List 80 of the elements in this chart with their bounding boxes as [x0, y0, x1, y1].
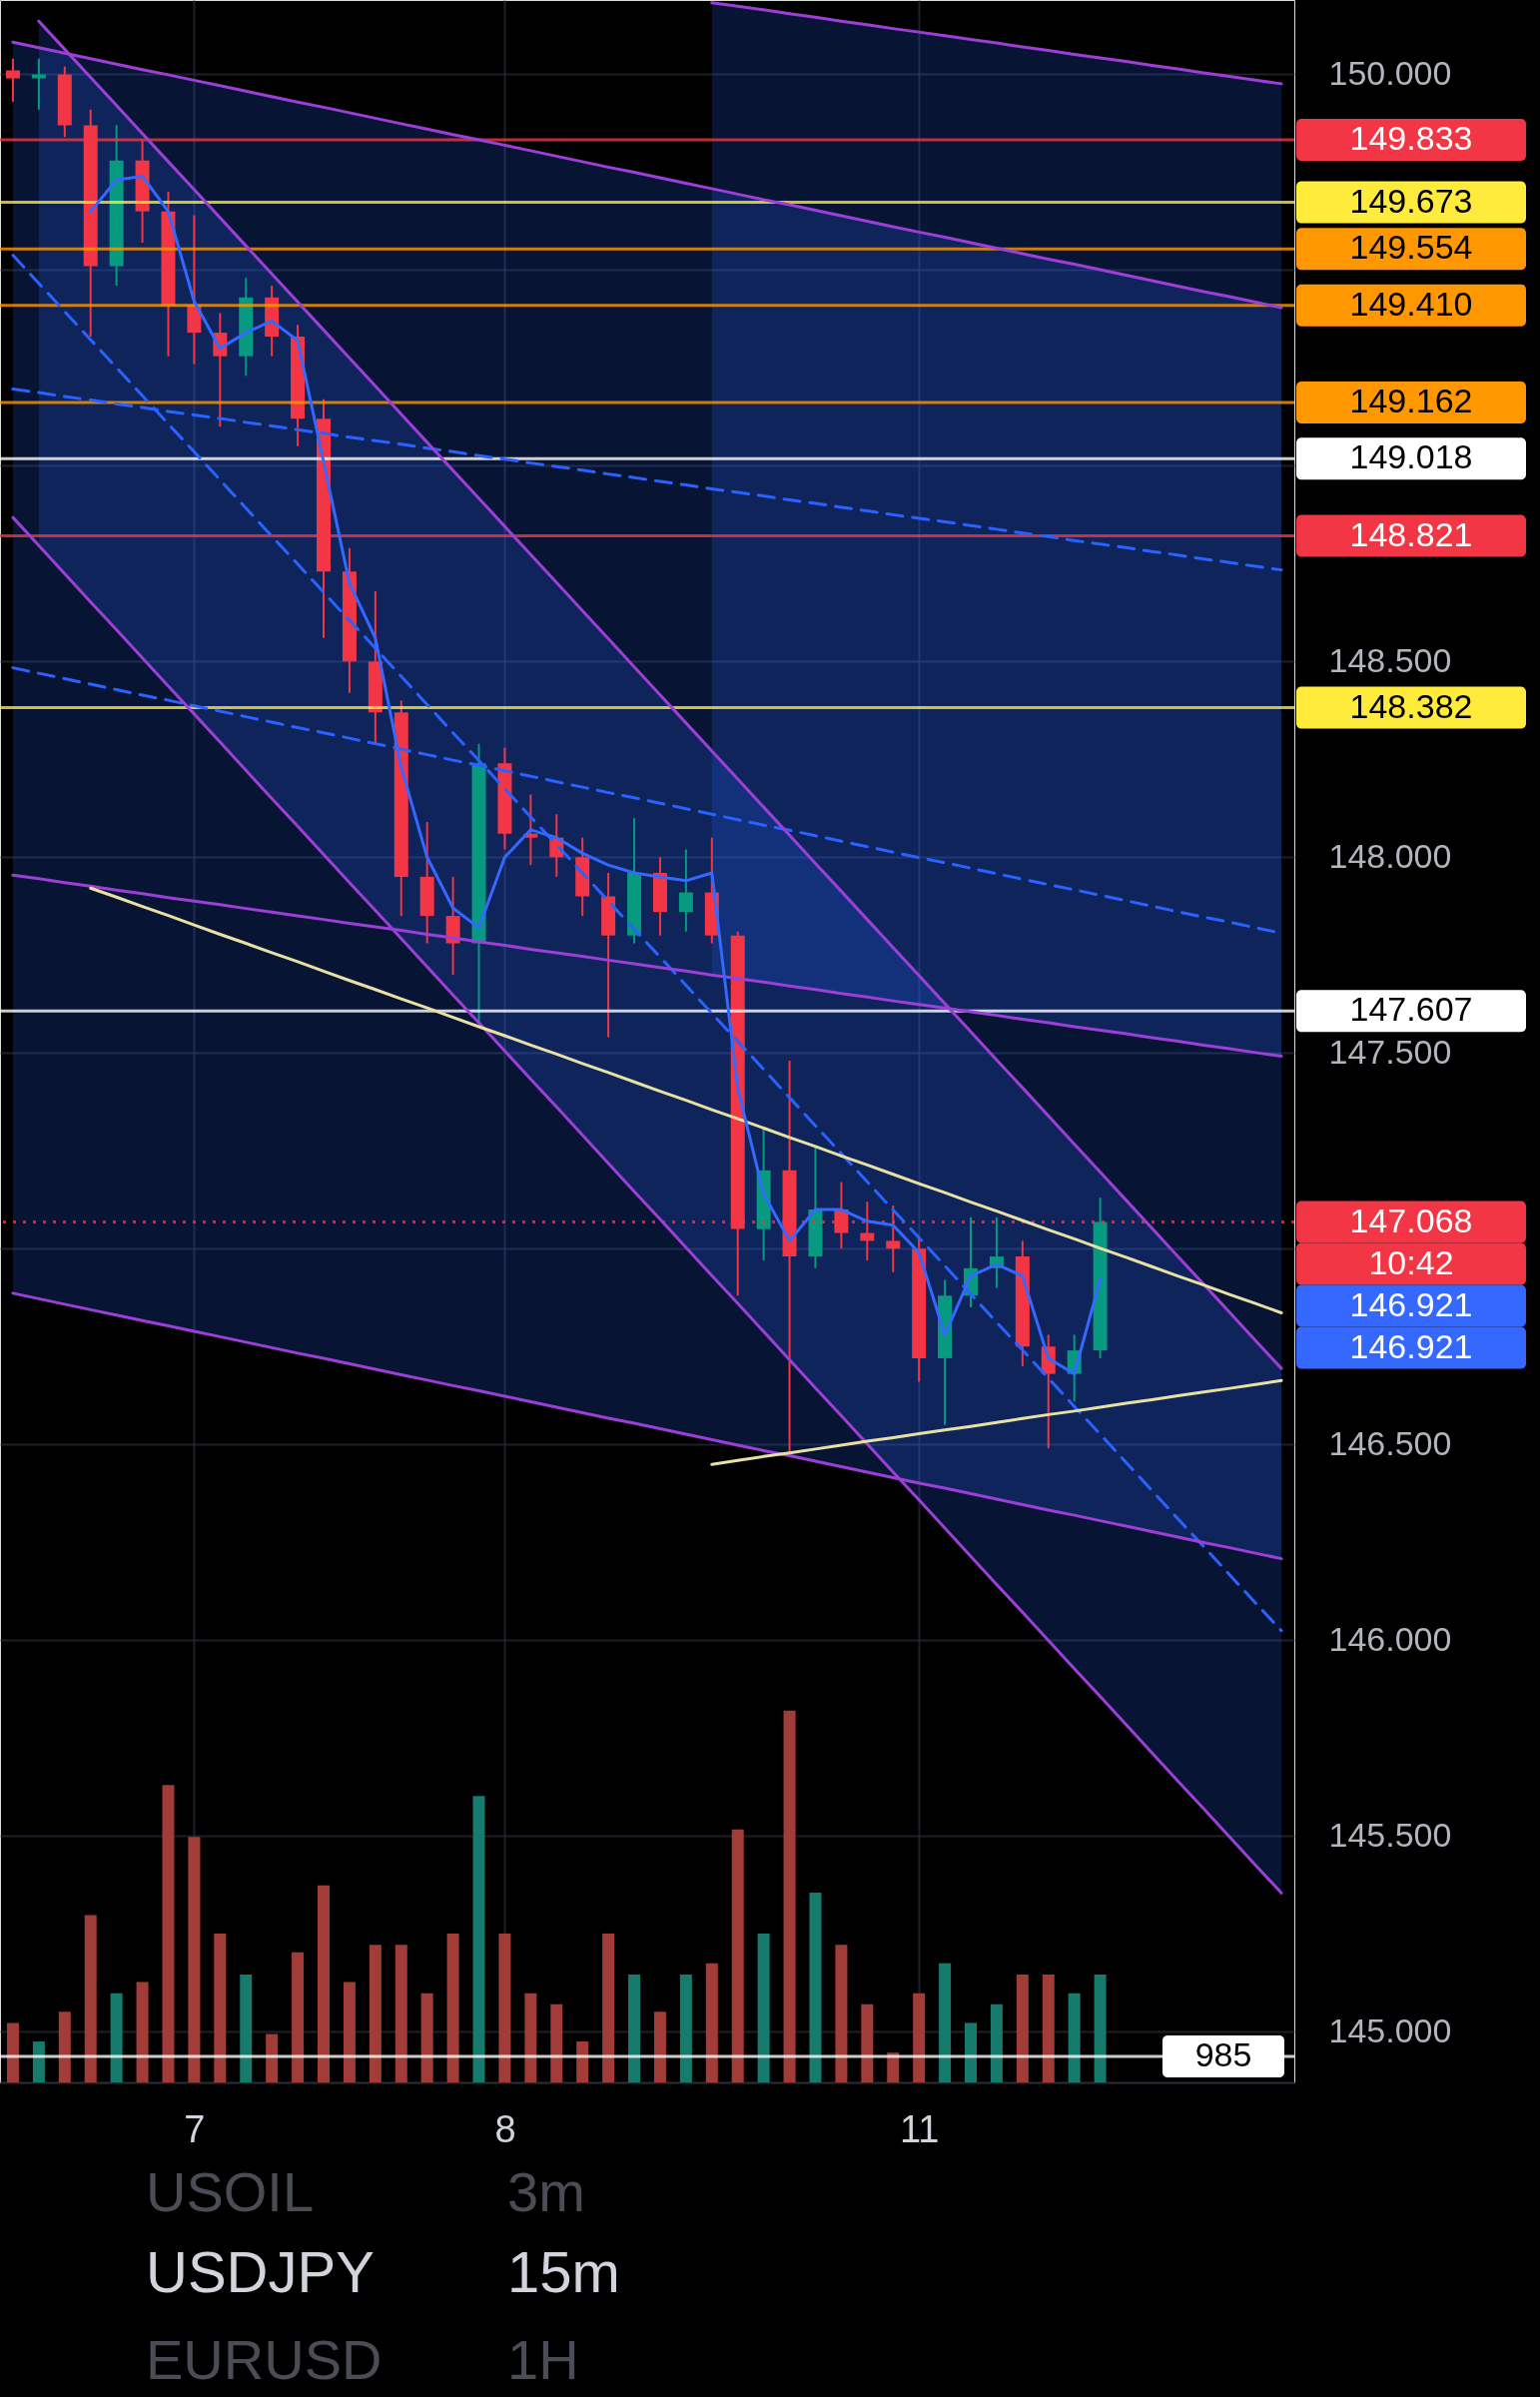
ref-line-label: 148.382: [1349, 686, 1473, 725]
bar: [1042, 1975, 1055, 2082]
bar: [524, 1993, 537, 2082]
candlestick: [31, 57, 46, 111]
bar: [913, 1993, 926, 2082]
text: 3m: [507, 2160, 585, 2223]
bar: [58, 2011, 71, 2082]
line-series: [710, 1378, 1283, 1466]
bar: [965, 2022, 977, 2082]
bar: [446, 1934, 459, 2082]
ref-line-label: 149.162: [1349, 381, 1473, 419]
bar: [602, 1934, 615, 2082]
bar: [6, 2022, 19, 2082]
y-tick-label: 148.500: [1328, 640, 1452, 679]
x-tick-label: 8: [494, 2107, 516, 2150]
bar: [757, 1934, 770, 2082]
ref-line-label: 147.607: [1349, 990, 1473, 1029]
bar: [343, 1982, 356, 2082]
annotation: 985: [1194, 2034, 1252, 2073]
ref-line-label: 149.673: [1349, 181, 1473, 220]
x-tick-label: 11: [899, 2107, 940, 2150]
text: USDJPY: [146, 2239, 375, 2304]
line-series: [710, 1, 1283, 86]
bar: [990, 2003, 1003, 2082]
bar: [576, 2041, 589, 2082]
bar: [136, 1982, 149, 2082]
bar: [498, 1934, 511, 2082]
y-tick-label: 146.000: [1328, 1619, 1452, 1658]
bar: [1094, 1975, 1107, 2082]
bar: [550, 2003, 563, 2082]
bar: [420, 1993, 433, 2082]
bar: [861, 2003, 874, 2082]
bar: [1068, 1993, 1081, 2082]
line-series: [89, 886, 1283, 1314]
y-tick-label: 145.500: [1328, 1815, 1452, 1854]
ref-line-label: 148.821: [1349, 514, 1473, 553]
bar: [110, 1993, 123, 2082]
bar: [731, 1829, 744, 2082]
text: 1H: [507, 2328, 579, 2391]
x-tick-label: 7: [184, 2107, 206, 2150]
y-tick-label: 145.000: [1328, 2010, 1452, 2049]
bar: [939, 1963, 952, 2082]
text: EURUSD: [146, 2328, 383, 2391]
bar: [240, 1975, 253, 2082]
ref-line-label: 149.833: [1349, 118, 1473, 157]
bar: [653, 2011, 666, 2082]
y-tick-label: 147.500: [1328, 1032, 1452, 1071]
ref-line-label: 149.554: [1349, 228, 1473, 267]
bar: [783, 1710, 796, 2082]
ref-line-label: 149.018: [1349, 437, 1473, 476]
bar: [84, 1915, 97, 2082]
bar: [1016, 1975, 1029, 2082]
y-tick-label: 148.000: [1328, 836, 1452, 875]
bar: [188, 1837, 201, 2082]
candlestick: [678, 848, 693, 933]
bar: [266, 2033, 279, 2082]
text: 15m: [507, 2239, 620, 2304]
bar: [809, 1893, 822, 2082]
text: USOIL: [146, 2160, 315, 2223]
bar: [835, 1945, 848, 2082]
ref-line-label: 147.068: [1349, 1200, 1473, 1239]
text: 146.921: [1349, 1326, 1473, 1365]
text: 10:42: [1368, 1242, 1454, 1281]
bar: [32, 2041, 45, 2082]
bar: [162, 1785, 175, 2082]
bar: [292, 1952, 305, 2082]
y-tick-label: 150.000: [1328, 53, 1452, 92]
bar: [705, 1963, 718, 2082]
bar: [394, 1945, 407, 2082]
bar: [369, 1945, 382, 2082]
bar: [887, 2052, 900, 2082]
text: 146.921: [1349, 1284, 1473, 1323]
bar: [679, 1975, 692, 2082]
bar: [628, 1975, 641, 2082]
bar: [318, 1885, 330, 2082]
ref-line-label: 149.410: [1349, 284, 1473, 323]
y-tick-label: 146.500: [1328, 1423, 1452, 1462]
bar: [214, 1934, 227, 2082]
line-series: [11, 515, 1283, 1895]
bar: [472, 1796, 485, 2082]
